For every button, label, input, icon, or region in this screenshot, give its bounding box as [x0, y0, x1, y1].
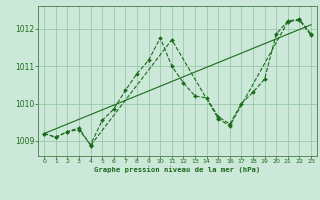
X-axis label: Graphe pression niveau de la mer (hPa): Graphe pression niveau de la mer (hPa) — [94, 166, 261, 173]
